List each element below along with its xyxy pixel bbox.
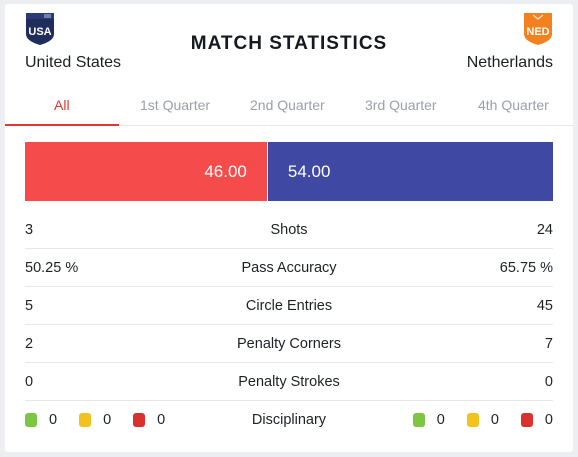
tab-all[interactable]: All <box>54 97 70 113</box>
away-value: 7 <box>544 335 553 352</box>
home-yellow-count: 0 <box>103 412 112 428</box>
away-value: 0 <box>544 373 553 390</box>
stat-row-circle-entries: 5 Circle Entries 45 <box>25 287 553 325</box>
away-cards: 0 0 0 <box>412 412 553 428</box>
away-team-name: Netherlands <box>466 54 553 71</box>
stat-row-penalty-corners: 2 Penalty Corners 7 <box>25 325 553 363</box>
home-value: 3 <box>25 221 34 238</box>
yellow-card-icon <box>466 413 479 427</box>
usa-shield-icon: USA <box>26 13 54 45</box>
stat-label: Penalty Strokes <box>238 373 340 390</box>
page-title: MATCH STATISTICS <box>190 33 388 54</box>
away-green-count: 0 <box>436 412 445 428</box>
away-red-count: 0 <box>544 412 553 428</box>
tab-1st-quarter[interactable]: 1st Quarter <box>140 97 211 113</box>
home-team-name: United States <box>25 54 122 71</box>
home-value: 0 <box>25 373 34 390</box>
yellow-card-icon <box>79 413 92 427</box>
away-possession-segment: 54.00 <box>267 142 553 201</box>
possession-bar: 46.00 54.00 <box>25 142 553 201</box>
away-value: 65.75 % <box>499 259 553 276</box>
stat-row-shots: 3 Shots 24 <box>25 211 553 249</box>
stat-label: Shots <box>270 221 308 238</box>
stat-row-disciplinary: 0 0 0 Disciplinary 0 0 0 <box>25 401 553 439</box>
home-possession-segment: 46.00 <box>25 142 268 201</box>
stat-label: Pass Accuracy <box>241 259 337 276</box>
ned-shield-icon: NED <box>524 13 552 45</box>
away-value: 45 <box>536 297 553 314</box>
stat-label: Penalty Corners <box>237 335 341 352</box>
stat-row-penalty-strokes: 0 Penalty Strokes 0 <box>25 363 553 401</box>
home-value: 50.25 % <box>25 259 79 276</box>
green-card-icon <box>25 413 37 427</box>
stat-label: Circle Entries <box>245 297 333 314</box>
home-team: USA United States <box>25 12 121 72</box>
red-card-icon <box>520 413 533 427</box>
match-statistics-card: USA United States MATCH STATISTICS NED N… <box>5 4 573 452</box>
tab-4th-quarter[interactable]: 4th Quarter <box>478 97 549 113</box>
period-tabs: All 1st Quarter 2nd Quarter 3rd Quarter … <box>5 92 573 126</box>
svg-text:USA: USA <box>28 26 51 38</box>
active-tab-indicator <box>5 124 119 126</box>
home-value: 2 <box>25 335 34 352</box>
away-team: NED Netherlands <box>467 12 553 72</box>
svg-text:NED: NED <box>526 26 549 38</box>
away-value: 24 <box>536 221 553 238</box>
red-card-icon <box>133 413 146 427</box>
home-cards: 0 0 0 <box>25 412 165 428</box>
tab-3rd-quarter[interactable]: 3rd Quarter <box>365 97 437 113</box>
tab-2nd-quarter[interactable]: 2nd Quarter <box>250 97 325 113</box>
away-yellow-count: 0 <box>490 412 499 428</box>
home-value: 5 <box>25 297 34 314</box>
stats-table: 3 Shots 24 50.25 % Pass Accuracy 65.75 %… <box>25 211 553 439</box>
home-red-count: 0 <box>157 412 166 428</box>
home-green-count: 0 <box>49 412 58 428</box>
stat-row-pass-accuracy: 50.25 % Pass Accuracy 65.75 % <box>25 249 553 287</box>
green-card-icon <box>412 413 425 427</box>
